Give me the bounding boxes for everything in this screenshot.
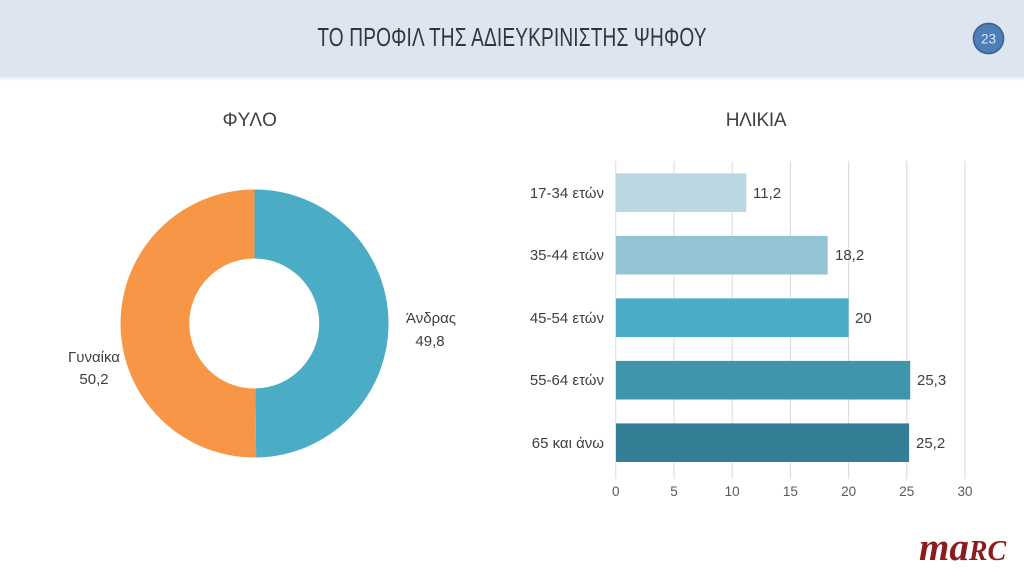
- svg-text:23: 23: [981, 32, 996, 47]
